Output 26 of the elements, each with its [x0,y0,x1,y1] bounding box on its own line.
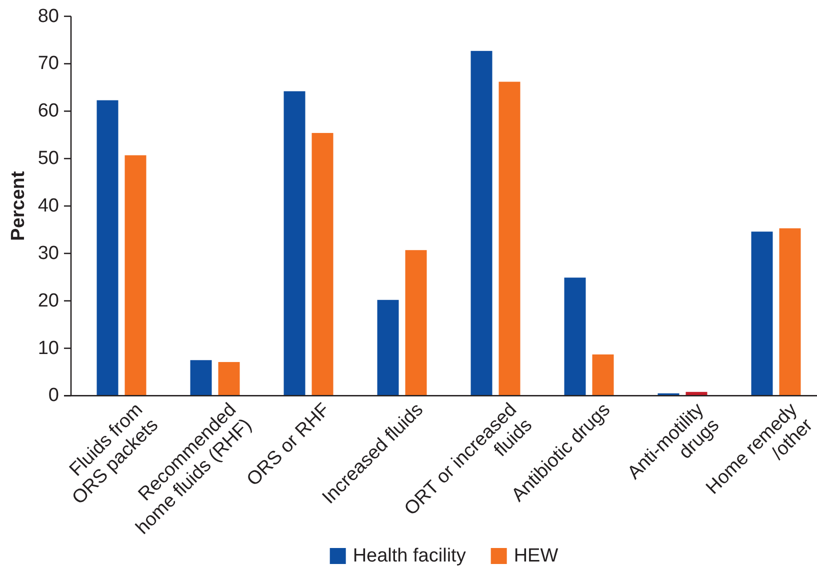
bar [751,232,773,396]
bar [218,362,240,396]
legend-label: Health facility [352,546,466,566]
y-tick-label: 20 [38,290,59,312]
y-tick-label: 70 [38,53,59,74]
y-tick-label: 30 [38,242,59,264]
bar [564,278,586,396]
y-tick-label: 0 [48,385,59,406]
bar [284,91,306,396]
bar [405,250,427,396]
bar [190,360,212,396]
y-tick-label: 60 [38,100,59,122]
bar [498,82,520,396]
bar [779,228,801,396]
y-tick-label: 10 [38,338,59,359]
bar [470,50,492,396]
y-axis-title: Percent [8,170,29,241]
legend-label: HEW [514,546,558,566]
bar [96,100,118,396]
bar [377,300,399,396]
y-tick-label: 80 [38,6,59,27]
bar [592,354,614,396]
y-tick-label: 40 [38,196,59,216]
y-tick-label: 50 [38,148,59,170]
bar [312,132,334,396]
bar [124,155,146,396]
